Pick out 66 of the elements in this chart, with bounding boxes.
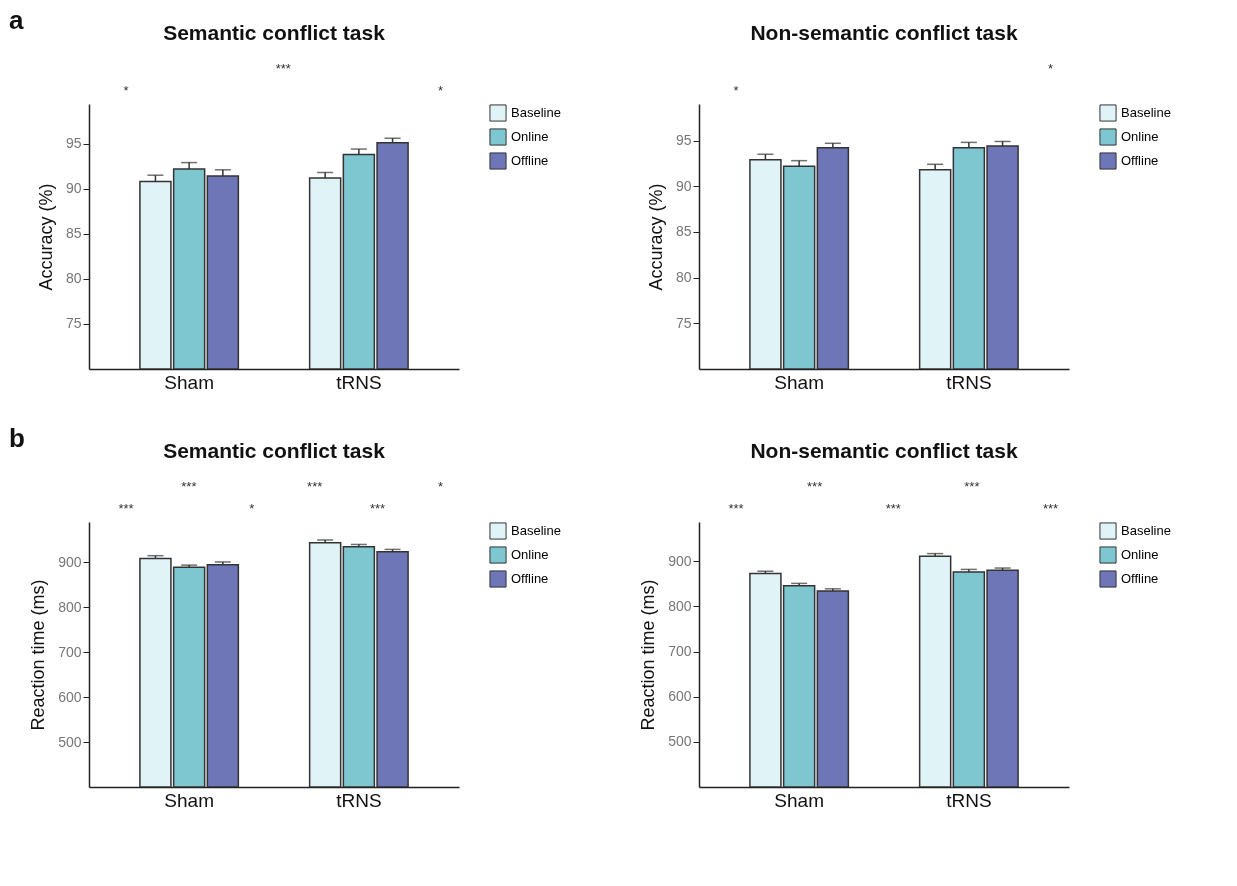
y-tick-label: 700 — [58, 643, 82, 660]
y-tick-label: 900 — [58, 553, 82, 570]
legend-label: Online — [1121, 129, 1159, 144]
x-tick-label: Sham — [164, 371, 214, 393]
y-tick-label: 90 — [675, 177, 692, 194]
x-tick-label: Sham — [774, 789, 824, 811]
text: *** — [807, 479, 823, 494]
legend-label: Online — [511, 547, 549, 562]
chart-title: Non-semantic conflict task — [750, 439, 1018, 462]
legend-label: Offline — [511, 153, 549, 168]
y-tick-label: 900 — [668, 552, 692, 569]
y-tick-label: 75 — [675, 314, 692, 331]
text: a — [9, 5, 24, 35]
text: *** — [1042, 501, 1059, 516]
y-tick-label: 500 — [58, 733, 82, 750]
x-tick-label: tRNS — [336, 371, 382, 393]
x-tick-label: tRNS — [336, 789, 382, 811]
legend-label: Offline — [1121, 153, 1159, 168]
legend-label: Offline — [511, 571, 549, 586]
y-axis-title: Accuracy (%) — [645, 183, 666, 291]
y-tick-label: 800 — [668, 597, 692, 614]
text: * — [733, 83, 739, 98]
text: b — [9, 423, 25, 453]
text: * — [1047, 61, 1054, 76]
legend-label: Baseline — [1121, 523, 1171, 538]
text: * — [123, 83, 129, 98]
text: *** — [275, 61, 291, 76]
y-tick-label: 95 — [675, 132, 692, 149]
text: * — [437, 83, 444, 98]
y-tick-label: 700 — [668, 643, 692, 660]
y-axis-title: Accuracy (%) — [35, 183, 56, 291]
x-tick-label: Sham — [164, 789, 214, 811]
y-tick-label: 80 — [65, 270, 82, 287]
legend-label: Offline — [1121, 571, 1159, 586]
y-tick-label: 95 — [65, 135, 82, 152]
chart-title: Semantic conflict task — [163, 439, 386, 462]
y-tick-label: 75 — [65, 315, 82, 332]
y-tick-label: 85 — [675, 223, 692, 240]
text: *** — [307, 479, 323, 494]
legend-label: Online — [511, 129, 549, 144]
text: * — [249, 501, 255, 516]
legend-label: Baseline — [511, 105, 561, 120]
text: *** — [118, 501, 134, 516]
legend-label: Online — [1121, 547, 1159, 562]
text: *** — [370, 501, 386, 516]
x-tick-label: tRNS — [946, 371, 992, 393]
y-tick-label: 800 — [58, 598, 82, 615]
text: *** — [964, 479, 980, 494]
y-tick-label: 85 — [65, 225, 82, 242]
x-tick-label: tRNS — [946, 789, 992, 811]
text: * — [437, 479, 444, 494]
text: *** — [181, 479, 197, 494]
y-tick-label: 500 — [668, 733, 692, 750]
y-tick-label: 600 — [58, 688, 82, 705]
text: *** — [728, 501, 744, 516]
y-tick-label: 90 — [65, 180, 82, 197]
y-tick-label: 600 — [668, 688, 692, 705]
legend-label: Baseline — [1121, 105, 1171, 120]
y-tick-label: 80 — [675, 269, 692, 286]
text: *** — [885, 501, 901, 516]
y-axis-title: Reaction time (ms) — [638, 579, 659, 731]
chart-title: Semantic conflict task — [163, 21, 386, 44]
legend-label: Baseline — [511, 523, 561, 538]
y-axis-title: Reaction time (ms) — [28, 579, 49, 731]
chart-title: Non-semantic conflict task — [750, 21, 1018, 44]
x-tick-label: Sham — [774, 371, 824, 393]
